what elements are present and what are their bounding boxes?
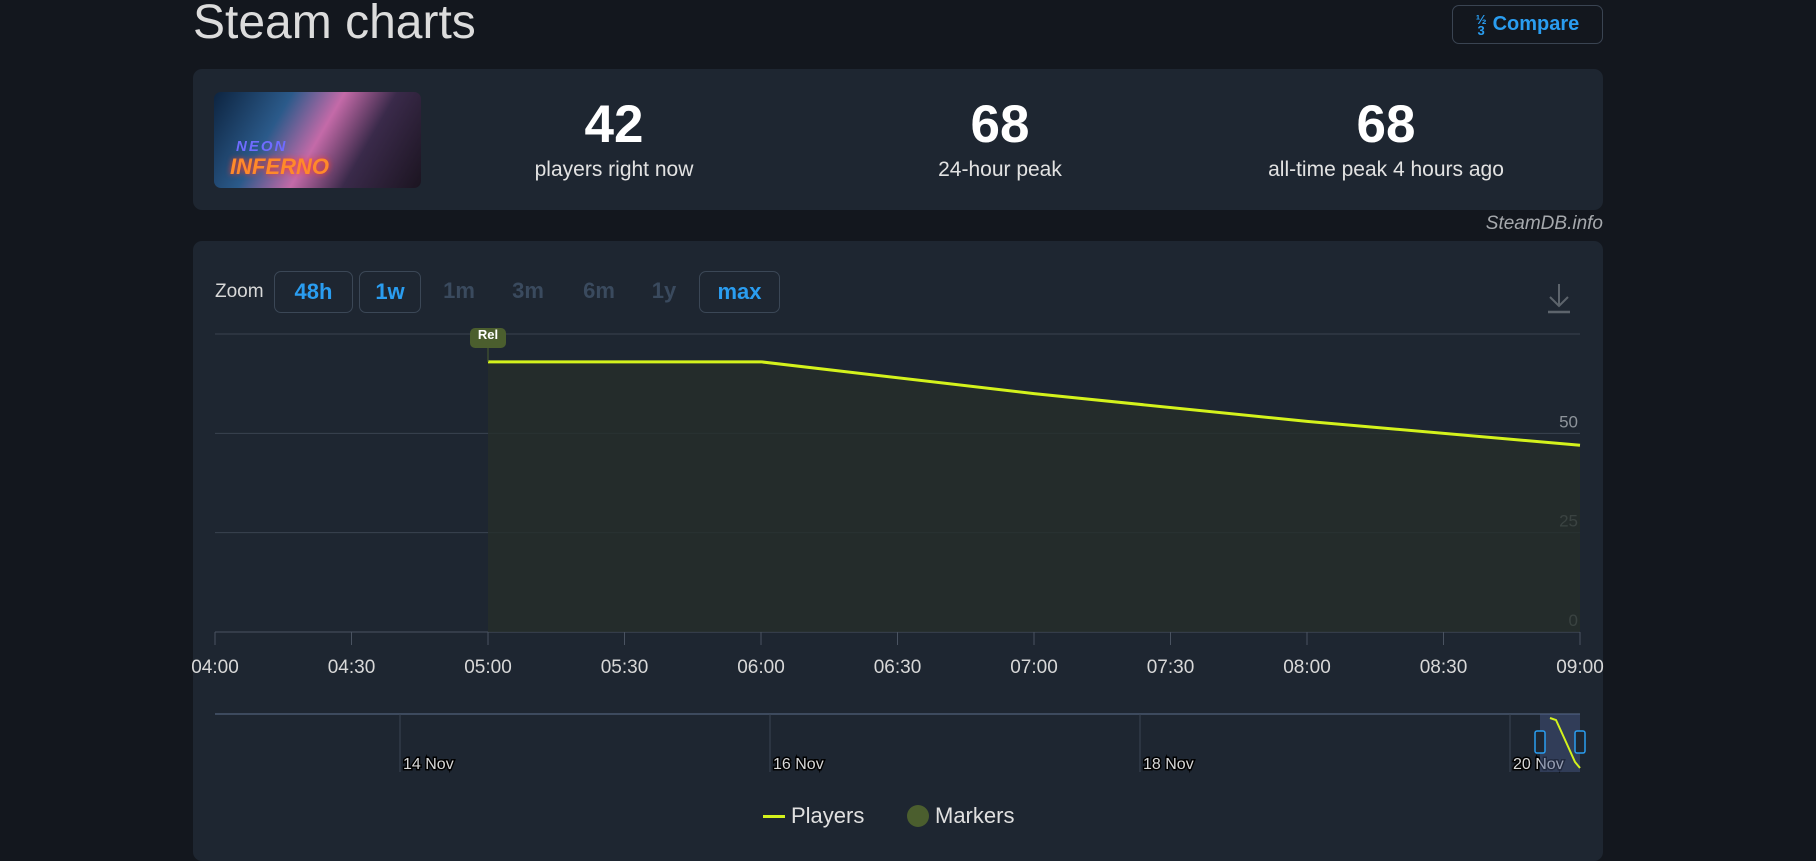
- stat-label: 24-hour peak: [938, 158, 1062, 181]
- navigator-handle[interactable]: [1574, 730, 1586, 754]
- x-tick-label: 04:30: [328, 657, 376, 678]
- player-chart[interactable]: 0255004:0004:3005:0005:3006:0006:3007:00…: [0, 0, 1816, 838]
- legend-label: Markers: [935, 803, 1015, 828]
- stats-card: NEON INFERNO 42 players right now 68 24-…: [193, 69, 1603, 210]
- navigator-date-label: 14 Nov: [403, 756, 454, 773]
- zoom-label: Zoom: [215, 281, 264, 302]
- x-tick-label: 08:30: [1420, 657, 1468, 678]
- zoom-48h-button[interactable]: 48h: [274, 271, 353, 313]
- stat-value: 42: [584, 95, 644, 154]
- navigator-date-label: 16 Nov: [773, 756, 824, 773]
- zoom-1y-button: 1y: [651, 278, 677, 303]
- players-line: [488, 360, 1581, 447]
- x-tick-label: 08:00: [1283, 657, 1331, 678]
- navigator-handle[interactable]: [1534, 730, 1546, 754]
- markers-circle-swatch: [907, 805, 929, 827]
- cover-logo-text: NEON: [236, 138, 288, 155]
- stat-value: 68: [970, 95, 1030, 154]
- y-tick-label: 50: [1559, 412, 1578, 431]
- x-tick-label: 07:30: [1147, 657, 1195, 678]
- stat-label: players right now: [534, 158, 694, 181]
- stat-value: 68: [1356, 95, 1416, 154]
- zoom-1w-button[interactable]: 1w: [359, 271, 421, 313]
- download-icon[interactable]: [1545, 282, 1573, 314]
- game-cover-image: NEON INFERNO: [214, 92, 421, 188]
- legend-label: Players: [791, 803, 865, 828]
- page-title: Steam charts: [193, 0, 476, 49]
- zoom-1m-button: 1m: [443, 278, 475, 303]
- navigator-selection[interactable]: [1540, 714, 1580, 772]
- steamdb-credit-link[interactable]: SteamDB.info: [1485, 213, 1603, 234]
- x-tick-label: 07:00: [1010, 657, 1058, 678]
- zoom-6m-button: 6m: [583, 278, 615, 303]
- players-area: [488, 361, 1580, 632]
- navigator-series-line: [1549, 717, 1581, 769]
- x-tick-label: 05:00: [464, 657, 512, 678]
- x-tick-label: 05:30: [601, 657, 649, 678]
- x-tick-label: 06:30: [874, 657, 922, 678]
- legend-item-players[interactable]: Players: [763, 803, 864, 829]
- zoom-3m-button: 3m: [512, 278, 544, 303]
- x-tick-label: 04:00: [191, 657, 239, 678]
- zoom-max-button[interactable]: max: [699, 271, 780, 313]
- chart-legend: Players Markers: [0, 803, 1816, 837]
- cover-logo-text: INFERNO: [230, 154, 329, 179]
- players-line-swatch: [763, 814, 785, 818]
- marker-flag: [470, 328, 506, 348]
- x-tick-label: 06:00: [737, 657, 785, 678]
- compare-label: Compare: [1492, 13, 1580, 35]
- legend-item-markers[interactable]: Markers: [907, 803, 1014, 829]
- navigator-date-label: 18 Nov: [1143, 756, 1194, 773]
- x-tick-label: 09:00: [1556, 657, 1604, 678]
- marker-label: Rel: [478, 327, 498, 342]
- navigator-date-label: 20 Nov: [1513, 756, 1564, 773]
- stat-label: all-time peak 4 hours ago: [1268, 158, 1504, 181]
